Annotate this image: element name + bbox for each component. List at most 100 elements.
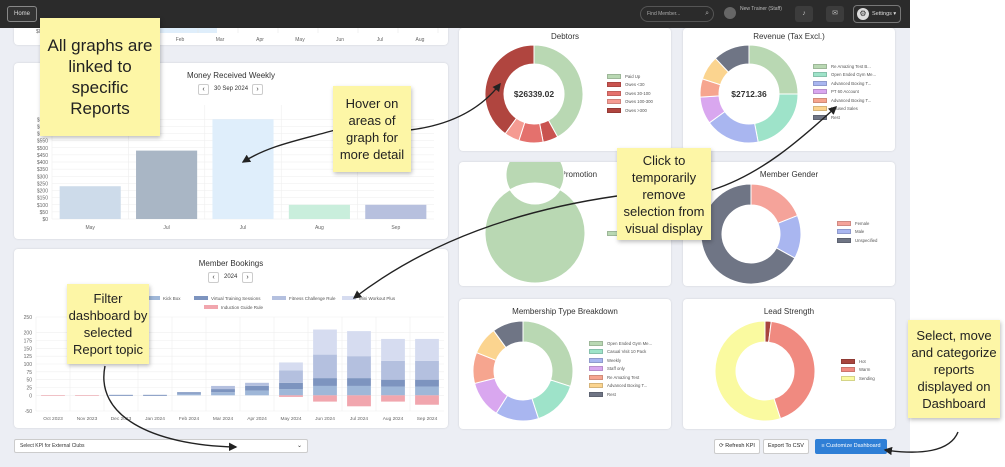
bar [365,204,427,219]
y-tick-label: $550 [37,139,48,145]
bar-segment [279,362,303,371]
y-tick-label: 200 [24,331,33,337]
legend-swatch [589,383,603,389]
next-year-button[interactable]: › [242,272,253,283]
chevron-down-icon: ⌄ [296,443,302,449]
bar-segment [381,395,405,402]
bar-segment [381,379,405,387]
y-tick-label: $450 [37,153,48,159]
legend-item[interactable]: Unused Sales [813,105,876,114]
legend-label: Rest [831,114,840,120]
legend-item[interactable]: Re Amazing Test B... [813,62,876,71]
refresh-kpi-button[interactable]: ⟳ Refresh KPI [714,439,760,454]
debtors-card: Debtors $26339.02 Paid Up Owes <30 Owes 30… [459,28,671,151]
legend-swatch [841,375,855,381]
y-tick-label: $400 [37,160,48,166]
legend-item[interactable]: Owes >300 [607,106,653,115]
search-icon[interactable]: ⌕ [705,10,709,17]
x-tick-label: Jul [240,225,246,231]
legend-label: Unspecified [855,237,878,243]
notification-bell-icon[interactable]: ♪ [795,6,813,22]
legend-item[interactable]: Rest [589,390,652,399]
legend-label: Sending [859,375,875,381]
x-tick-label: Jul 2024 [350,416,368,422]
legend-item[interactable]: PT 60 Account [813,88,876,97]
next-date-button[interactable]: › [252,84,263,95]
bar-segment [279,382,303,390]
y-tick-label: $0 [36,29,42,35]
home-button[interactable]: Home [7,6,38,22]
legend-item[interactable]: Owes 30-100 [607,89,653,98]
x-tick-label: Feb 2024 [179,416,200,422]
member-search-input[interactable]: Find Member... ⌕ [640,6,714,22]
settings-button[interactable]: ⚙ Settings ▾ [853,5,901,23]
legend-item[interactable]: Female [837,219,877,228]
legend-label: Female [855,220,870,226]
refresh-label: Refresh KPI [725,443,755,449]
bar-segment [381,386,405,396]
messages-icon[interactable]: ✉ [826,6,844,22]
legend-item[interactable]: Owes 100-300 [607,98,653,107]
legend-item[interactable]: Open Ended Gym Me... [813,71,876,80]
legend-swatch [607,73,621,79]
legend-item[interactable]: Unspecified [837,236,877,245]
legend-label: Advanced Boxing T... [831,97,872,103]
legend-swatch [813,97,827,103]
kpi-external-clubs-select[interactable]: Select KPI for External Clubs ⌄ [14,439,308,453]
legend-swatch [146,296,160,300]
bar-segment [245,382,269,386]
bar-segment [211,392,235,396]
legend-item[interactable]: Owes <30 [607,81,653,90]
previous-year-button[interactable]: ‹ [208,272,219,283]
legend-label: Open Ended Gym Me... [831,72,877,78]
legend-swatch [272,296,286,300]
legend-item[interactable]: Open Ended Gym Me... [589,339,652,348]
legend-label: Owes 100-300 [625,99,653,105]
card-title: Money Received Weekly [187,71,275,80]
bar-segment [279,389,303,396]
legend-item[interactable]: Advanced Boxing T... [813,96,876,105]
legend-item[interactable]: Rest [813,113,876,122]
bar [59,186,121,219]
legend-label: Male [855,229,865,235]
bar-segment [415,386,439,396]
y-tick-label: $350 [37,167,48,173]
legend-item[interactable]: Hot [841,357,875,366]
legend-label: Owes <30 [625,82,645,88]
legend-item[interactable]: Weekly [589,356,652,365]
legend-item[interactable]: Re Amazing Test [589,373,652,382]
y-tick-label: -50 [25,409,32,415]
lead-strength-donut-chart[interactable] [683,299,895,429]
legend-label: Advanced Boxing T... [607,383,648,389]
legend-swatch [607,90,621,96]
legend-label: Mini Workout Plus [359,296,396,301]
y-tick-label: 150 [24,346,33,352]
y-tick-label: 175 [24,339,33,345]
x-tick-label: Feb [176,37,185,43]
x-tick-label: Apr [256,37,264,43]
avatar[interactable] [724,7,736,19]
card-title: Member Bookings [198,259,264,268]
legend-item[interactable]: Male [837,228,877,237]
bar [212,119,274,219]
bar-segment [41,395,65,396]
legend-label: Owes 30-100 [625,90,651,96]
legend-item[interactable]: Staff only [589,365,652,374]
donut-slice [714,320,782,422]
legend-item[interactable]: Advanced Boxing T... [813,79,876,88]
membership-type-donut-chart[interactable] [459,299,671,429]
y-tick-label: 0 [29,393,32,399]
customize-dashboard-button[interactable]: ≡ Customize Dashboard [815,439,887,454]
legend-item[interactable]: Paid Up [607,72,653,81]
user-name[interactable]: New Trainer (Staff) [740,6,782,12]
legend-swatch [204,305,218,309]
legend-item[interactable]: Sending [841,374,875,383]
export-csv-button[interactable]: Export To CSV [763,439,809,454]
legend-item[interactable]: Warm [841,366,875,375]
legend-swatch [837,229,851,235]
bar-segment [347,395,371,407]
legend-item[interactable]: Advanced Boxing T... [589,382,652,391]
previous-date-button[interactable]: ‹ [198,84,209,95]
legend-item[interactable]: Casual Visit 10 Pack [589,348,652,357]
bar-segment [177,393,201,396]
